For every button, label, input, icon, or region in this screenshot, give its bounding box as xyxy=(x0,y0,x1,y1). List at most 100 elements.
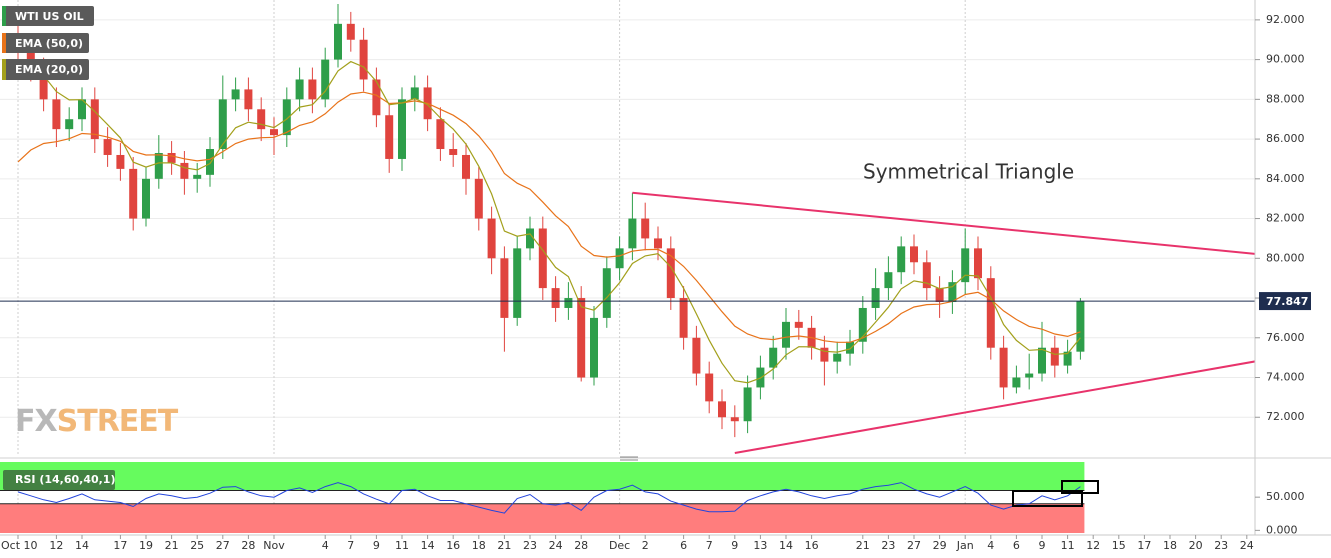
annotation-box xyxy=(1061,480,1099,494)
candle-body xyxy=(654,238,662,249)
candle-body xyxy=(730,417,739,422)
legend-box xyxy=(2,6,94,26)
legend-label: WTI US OIL xyxy=(15,10,84,23)
candle-body xyxy=(218,99,227,150)
candle-body xyxy=(910,246,918,263)
y-tick-label: 74.000 xyxy=(1266,371,1305,384)
x-tick-label: 15 xyxy=(1112,539,1126,552)
x-tick-label: 4 xyxy=(322,539,329,552)
candle-body xyxy=(1038,347,1046,374)
candle-body xyxy=(346,23,355,40)
ema-line xyxy=(17,60,1081,384)
x-tick-label: 16 xyxy=(805,539,819,552)
x-tick-label: 24 xyxy=(549,539,563,552)
x-tick-label: 20 xyxy=(1189,539,1203,552)
candle-body xyxy=(78,99,86,120)
candle-body xyxy=(1012,377,1021,388)
candle-body xyxy=(1063,351,1072,366)
candle-body xyxy=(526,228,534,249)
candle-body xyxy=(999,347,1008,388)
candle-body xyxy=(718,401,726,418)
x-tick-label: 18 xyxy=(1163,539,1177,552)
x-tick-label: 23 xyxy=(523,539,537,552)
candle-body xyxy=(398,99,406,159)
x-tick-label: 6 xyxy=(680,539,687,552)
candle-body xyxy=(961,248,970,283)
watermark: FXSTREET xyxy=(15,404,179,439)
watermark-left: FX xyxy=(15,404,57,439)
annotation-box xyxy=(1012,490,1083,507)
rsi-line xyxy=(17,482,1081,514)
candle-body xyxy=(487,218,496,259)
x-tick-label: 19 xyxy=(139,539,153,552)
candle-body xyxy=(116,154,125,169)
candle-body xyxy=(641,218,650,239)
candle-body xyxy=(615,248,624,269)
candle-body xyxy=(577,298,586,378)
last-price-box xyxy=(1259,292,1311,311)
candle-body xyxy=(154,152,163,179)
rsi-upper-zone xyxy=(0,462,1085,491)
x-tick-label: 11 xyxy=(395,539,409,552)
rsi-pane xyxy=(0,462,1085,533)
candle-body xyxy=(897,246,906,273)
candle-body xyxy=(308,79,317,100)
x-tick-label: 17 xyxy=(1137,539,1151,552)
candle-body xyxy=(666,248,675,299)
watermark-right: STREET xyxy=(57,404,179,439)
candle-body xyxy=(564,298,573,308)
candle-body xyxy=(820,347,829,362)
candle-body xyxy=(103,139,112,155)
candle-body xyxy=(65,119,74,130)
candle-body xyxy=(743,387,752,422)
candle-body xyxy=(129,168,138,219)
y-tick-label: 84.000 xyxy=(1266,172,1305,185)
candle-body xyxy=(858,307,867,342)
x-tick-label: 9 xyxy=(1039,539,1046,552)
candle-body xyxy=(410,87,419,100)
x-tick-label: 7 xyxy=(706,539,713,552)
x-tick-label: Oct 10 xyxy=(1,539,38,552)
candle-body xyxy=(846,341,854,354)
last-price-label: 77.847 xyxy=(1266,295,1308,308)
legend-swatch xyxy=(2,6,6,26)
candle-body xyxy=(922,262,931,289)
candle-body xyxy=(513,248,522,318)
y-tick-label: 92.000 xyxy=(1266,13,1305,26)
x-tick-label: 9 xyxy=(373,539,380,552)
legend-box xyxy=(2,59,89,80)
candle-body xyxy=(871,288,880,308)
x-tick-label: 16 xyxy=(446,539,460,552)
candle-body xyxy=(90,99,99,140)
candle-body xyxy=(282,99,291,136)
candle-body xyxy=(449,149,458,155)
candle-body xyxy=(986,278,995,348)
candle-body xyxy=(142,178,150,219)
x-tick-label: 23 xyxy=(1214,539,1228,552)
y-tick-label: 72.000 xyxy=(1266,410,1305,423)
candle-body xyxy=(935,288,944,303)
candle-body xyxy=(270,129,278,136)
x-tick-label: 4 xyxy=(987,539,994,552)
price-pane xyxy=(0,0,1255,456)
y-tick-label: 90.000 xyxy=(1266,53,1305,66)
candle-body xyxy=(231,89,240,100)
candle-body xyxy=(385,115,394,159)
candle-body xyxy=(602,268,611,318)
candle-body xyxy=(52,99,61,130)
candle-body xyxy=(372,79,381,116)
candle-body xyxy=(359,39,368,80)
x-tick-label: Jan xyxy=(956,539,974,552)
x-tick-label: 14 xyxy=(779,539,793,552)
candle-body xyxy=(974,248,982,279)
candle-body xyxy=(551,288,560,308)
candle-body xyxy=(167,152,176,163)
x-tick-label: 2 xyxy=(642,539,649,552)
y-tick-label: 80.000 xyxy=(1266,251,1305,264)
candle-body xyxy=(500,258,509,318)
y-tick-label: 76.000 xyxy=(1266,331,1305,344)
x-tick-label: 21 xyxy=(497,539,511,552)
indicator-legend-box xyxy=(3,470,115,490)
